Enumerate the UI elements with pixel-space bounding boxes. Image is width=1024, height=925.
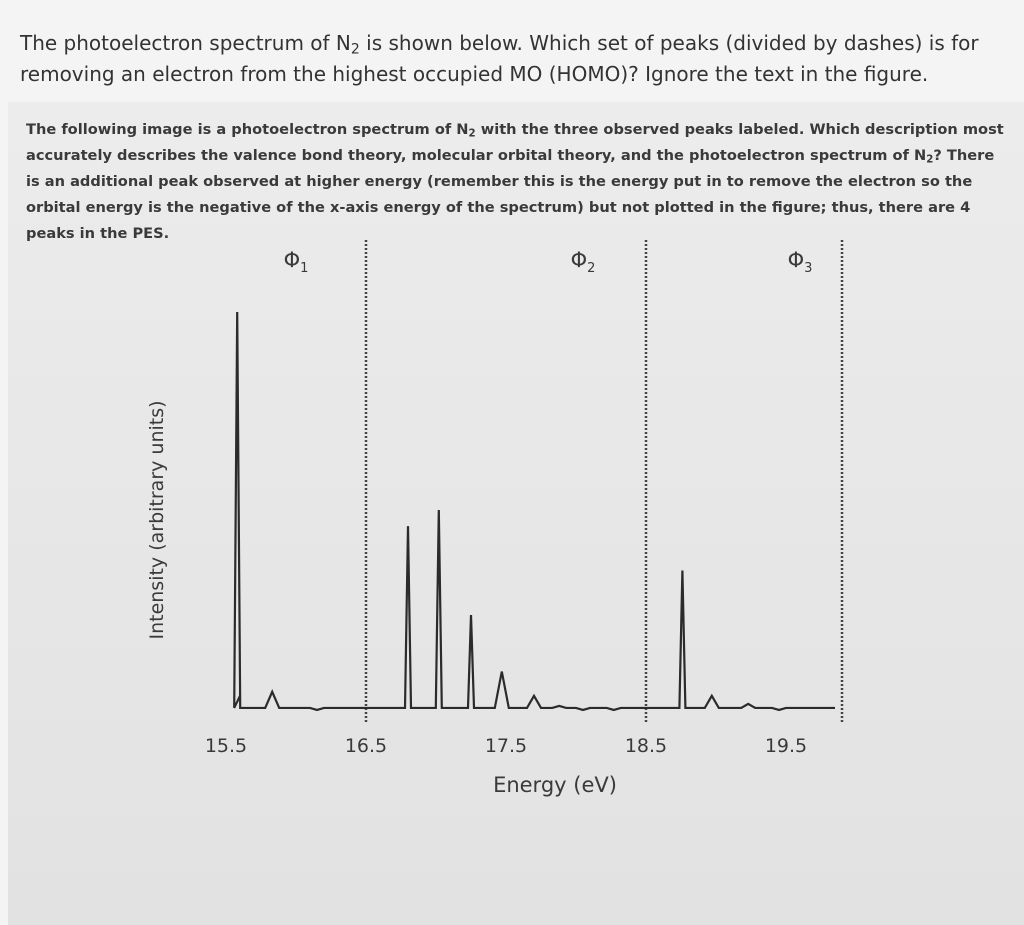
spectrum-photo [8, 102, 1024, 925]
spectrum-line [233, 311, 835, 712]
region-label-1: Φ1 [284, 248, 309, 276]
caption-part-3: ? There is an additional peak observed a… [26, 147, 995, 242]
x-tick-label-5: 19.5 [765, 735, 807, 757]
question-part-2: is shown below. Which set of peaks (divi… [20, 31, 979, 86]
y-axis-label: Intensity (arbitrary units) [146, 400, 168, 639]
figure-caption: The following image is a photoelectron s… [26, 117, 1011, 247]
question-text: The photoelectron spectrum of N2 is show… [20, 28, 1010, 90]
x-tick-labels: 15.5 16.5 17.5 18.5 19.5 [205, 735, 807, 757]
question-subscript: 2 [350, 41, 360, 58]
x-tick-label-4: 18.5 [625, 735, 667, 757]
region-labels: Φ1 Φ2 Φ3 [284, 248, 813, 276]
caption-subscript-2: 2 [926, 154, 934, 166]
x-tick-label-1: 15.5 [205, 735, 247, 757]
x-axis-label: Energy (eV) [493, 773, 617, 797]
region-label-3: Φ3 [788, 248, 813, 276]
caption-subscript-1: 2 [468, 128, 476, 140]
x-tick-label-3: 17.5 [485, 735, 527, 757]
x-tick-label-2: 16.5 [345, 735, 387, 757]
region-label-2: Φ2 [571, 248, 596, 276]
region-dividers [364, 240, 844, 722]
caption-part-2: with the three observed peaks labeled. W… [26, 121, 1004, 164]
caption-part-1: The following image is a photoelectron s… [26, 121, 469, 138]
question-part-1: The photoelectron spectrum of N [20, 31, 351, 55]
